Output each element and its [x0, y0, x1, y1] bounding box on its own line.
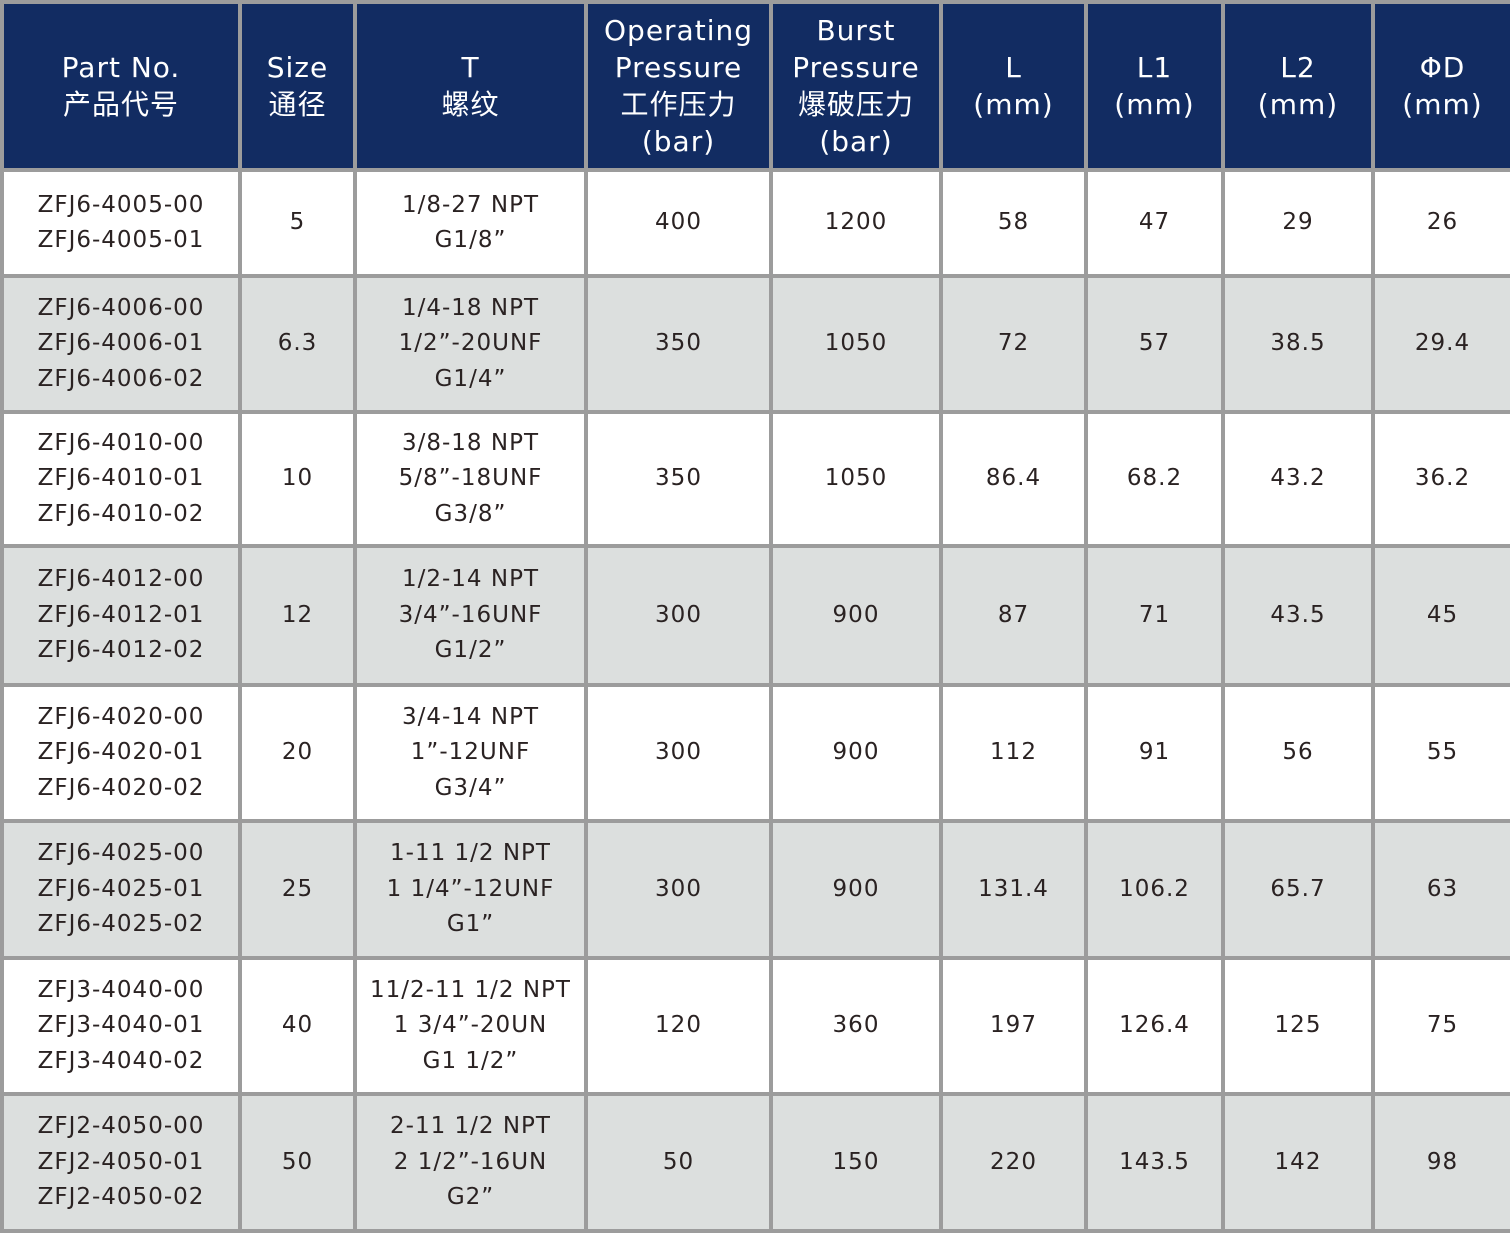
cell-l2: 43.5 [1221, 544, 1375, 687]
cell-size: 25 [238, 819, 357, 960]
cell-thread: 1-11 1/2 NPT 1 1/4”-12UNF G1” [353, 819, 588, 960]
cell-part-no: ZFJ6-4025-00 ZFJ6-4025-01 ZFJ6-4025-02 [0, 819, 242, 960]
cell-l1: 47 [1084, 168, 1225, 278]
table-row: ZFJ6-4012-00 ZFJ6-4012-01 ZFJ6-4012-02 12… [0, 544, 1510, 687]
cell-l: 112 [939, 683, 1088, 823]
cell-size: 50 [238, 1092, 357, 1233]
cell-part-no: ZFJ6-4006-00 ZFJ6-4006-01 ZFJ6-4006-02 [0, 274, 242, 414]
cell-size: 5 [238, 168, 357, 278]
cell-burst-pressure: 900 [769, 819, 943, 960]
header-thread: T 螺纹 [353, 0, 588, 172]
cell-l2: 56 [1221, 683, 1375, 823]
cell-size: 10 [238, 410, 357, 548]
cell-part-no: ZFJ2-4050-00 ZFJ2-4050-01 ZFJ2-4050-02 [0, 1092, 242, 1233]
table-row: ZFJ6-4025-00 ZFJ6-4025-01 ZFJ6-4025-02 25… [0, 819, 1510, 960]
cell-l1: 143.5 [1084, 1092, 1225, 1233]
cell-l2: 38.5 [1221, 274, 1375, 414]
cell-operating-pressure: 300 [584, 819, 773, 960]
cell-l: 87 [939, 544, 1088, 687]
cell-diameter: 75 [1371, 956, 1510, 1096]
cell-thread: 3/4-14 NPT 1”-12UNF G3/4” [353, 683, 588, 823]
cell-l: 131.4 [939, 819, 1088, 960]
header-size: Size 通径 [238, 0, 357, 172]
header-row: Part No. 产品代号 Size 通径 T 螺纹 Operating Pressu… [0, 0, 1510, 172]
cell-thread: 3/8-18 NPT 5/8”-18UNF G3/8” [353, 410, 588, 548]
cell-size: 6.3 [238, 274, 357, 414]
cell-thread: 2-11 1/2 NPT 2 1/2”-16UN G2” [353, 1092, 588, 1233]
cell-size: 20 [238, 683, 357, 823]
cell-burst-pressure: 1200 [769, 168, 943, 278]
cell-l1: 71 [1084, 544, 1225, 687]
cell-l2: 142 [1221, 1092, 1375, 1233]
cell-thread: 1/4-18 NPT 1/2”-20UNF G1/4” [353, 274, 588, 414]
cell-diameter: 45 [1371, 544, 1510, 687]
cell-l: 86.4 [939, 410, 1088, 548]
cell-l: 220 [939, 1092, 1088, 1233]
cell-l1: 91 [1084, 683, 1225, 823]
table-row: ZFJ3-4040-00 ZFJ3-4040-01 ZFJ3-4040-02 40… [0, 956, 1510, 1096]
cell-size: 40 [238, 956, 357, 1096]
cell-operating-pressure: 50 [584, 1092, 773, 1233]
cell-l2: 43.2 [1221, 410, 1375, 548]
cell-l: 58 [939, 168, 1088, 278]
header-burst-pressure: Burst Pressure 爆破压力 (bar) [769, 0, 943, 172]
cell-l2: 125 [1221, 956, 1375, 1096]
cell-diameter: 98 [1371, 1092, 1510, 1233]
table-row: ZFJ6-4020-00 ZFJ6-4020-01 ZFJ6-4020-02 20… [0, 683, 1510, 823]
cell-diameter: 55 [1371, 683, 1510, 823]
table-row: ZFJ6-4005-00 ZFJ6-4005-01 5 1/8-27 NPT G1/… [0, 168, 1510, 278]
cell-thread: 11/2-11 1/2 NPT 1 3/4”-20UN G1 1/2” [353, 956, 588, 1096]
cell-operating-pressure: 350 [584, 410, 773, 548]
header-operating-pressure: Operating Pressure 工作压力 (bar) [584, 0, 773, 172]
cell-part-no: ZFJ6-4012-00 ZFJ6-4012-01 ZFJ6-4012-02 [0, 544, 242, 687]
header-l: L (mm) [939, 0, 1088, 172]
header-l2: L2 (mm) [1221, 0, 1375, 172]
table-row: ZFJ2-4050-00 ZFJ2-4050-01 ZFJ2-4050-02 50… [0, 1092, 1510, 1233]
header-part-no: Part No. 产品代号 [0, 0, 242, 172]
cell-l: 197 [939, 956, 1088, 1096]
cell-operating-pressure: 400 [584, 168, 773, 278]
cell-operating-pressure: 350 [584, 274, 773, 414]
cell-burst-pressure: 900 [769, 544, 943, 687]
cell-l1: 126.4 [1084, 956, 1225, 1096]
cell-l2: 65.7 [1221, 819, 1375, 960]
cell-l1: 68.2 [1084, 410, 1225, 548]
cell-part-no: ZFJ6-4020-00 ZFJ6-4020-01 ZFJ6-4020-02 [0, 683, 242, 823]
cell-thread: 1/2-14 NPT 3/4”-16UNF G1/2” [353, 544, 588, 687]
cell-burst-pressure: 150 [769, 1092, 943, 1233]
cell-part-no: ZFJ6-4010-00 ZFJ6-4010-01 ZFJ6-4010-02 [0, 410, 242, 548]
cell-operating-pressure: 300 [584, 683, 773, 823]
cell-size: 12 [238, 544, 357, 687]
cell-l2: 29 [1221, 168, 1375, 278]
cell-diameter: 29.4 [1371, 274, 1510, 414]
table-row: ZFJ6-4006-00 ZFJ6-4006-01 ZFJ6-4006-02 6.… [0, 274, 1510, 414]
header-l1: L1 (mm) [1084, 0, 1225, 172]
cell-l1: 57 [1084, 274, 1225, 414]
cell-burst-pressure: 1050 [769, 274, 943, 414]
cell-diameter: 36.2 [1371, 410, 1510, 548]
cell-burst-pressure: 1050 [769, 410, 943, 548]
cell-burst-pressure: 360 [769, 956, 943, 1096]
cell-burst-pressure: 900 [769, 683, 943, 823]
cell-diameter: 26 [1371, 168, 1510, 278]
cell-l1: 106.2 [1084, 819, 1225, 960]
table-row: ZFJ6-4010-00 ZFJ6-4010-01 ZFJ6-4010-02 10… [0, 410, 1510, 548]
cell-l: 72 [939, 274, 1088, 414]
cell-operating-pressure: 300 [584, 544, 773, 687]
cell-thread: 1/8-27 NPT G1/8” [353, 168, 588, 278]
cell-part-no: ZFJ6-4005-00 ZFJ6-4005-01 [0, 168, 242, 278]
cell-diameter: 63 [1371, 819, 1510, 960]
cell-operating-pressure: 120 [584, 956, 773, 1096]
header-diameter: ΦD (mm) [1371, 0, 1510, 172]
cell-part-no: ZFJ3-4040-00 ZFJ3-4040-01 ZFJ3-4040-02 [0, 956, 242, 1096]
